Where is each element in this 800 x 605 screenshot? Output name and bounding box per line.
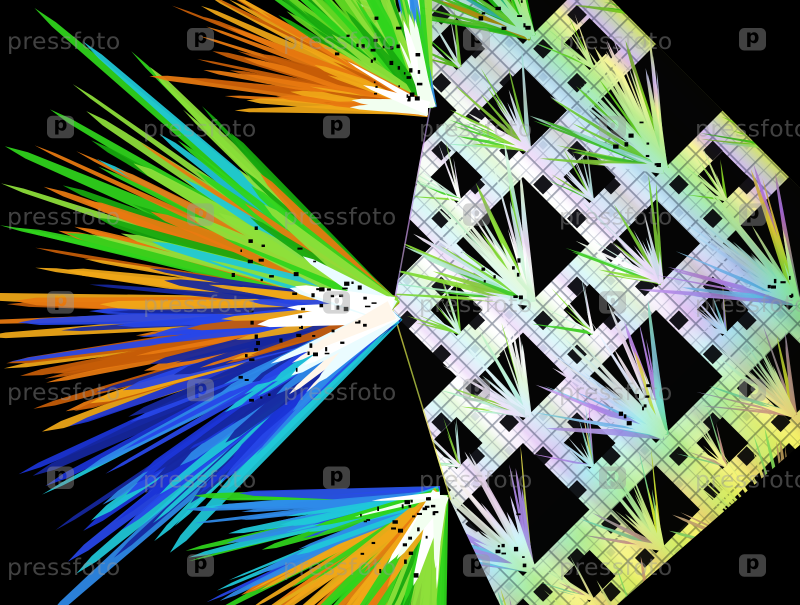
watermark-logo: [323, 291, 350, 314]
watermark-text: pressfoto: [695, 115, 800, 143]
watermark-logo: [187, 203, 214, 226]
top-right-black-corner: [612, 0, 800, 188]
watermark-logo: [187, 28, 214, 51]
watermark-text: pressfoto: [559, 27, 673, 55]
watermark-logo: [323, 466, 350, 489]
watermark-text: pressfoto: [559, 553, 673, 581]
watermark-logo: [463, 378, 490, 402]
watermark-layer: pressfoto pressfoto pressfoto pressfoto pres…: [7, 27, 800, 581]
watermark-logo: [187, 378, 214, 402]
watermark-logo: [463, 203, 490, 226]
watermark-text: pressfoto: [7, 27, 121, 55]
watermark-text: pressfoto: [143, 115, 257, 143]
watermark-logo: [739, 28, 766, 51]
watermark-text: pressfoto: [695, 466, 800, 494]
watermark-text: pressfoto: [419, 290, 533, 318]
watermark-logo: [739, 378, 766, 402]
watermark-text: pressfoto: [283, 27, 397, 55]
bottom-right-black-corner: [617, 445, 800, 605]
watermark-logo: [47, 115, 74, 139]
watermark-logo: [739, 203, 766, 226]
watermark-logo: [599, 466, 626, 489]
watermark-text: pressfoto: [143, 290, 257, 318]
watermark-logo: [463, 554, 490, 577]
watermark-text: pressfoto: [7, 202, 121, 230]
watermark-logo: [599, 291, 626, 314]
watermark-logo: [463, 28, 490, 51]
watermark-logo: [47, 466, 74, 489]
watermark-text: pressfoto: [283, 202, 397, 230]
watermark-logo: [599, 115, 626, 139]
watermark-logo: [187, 554, 214, 577]
watermark-text: pressfoto: [283, 378, 397, 406]
lower-left-burst: [185, 486, 449, 605]
watermark-logo: [739, 554, 766, 577]
watermark-text: pressfoto: [559, 202, 673, 230]
upper-left-burst: [149, 0, 437, 118]
watermark-text: pressfoto: [419, 115, 533, 143]
main-left-burst: [0, 8, 403, 605]
watermark-text: pressfoto: [143, 466, 257, 494]
watermark-text: pressfoto: [419, 466, 533, 494]
watermark-text: pressfoto: [283, 553, 397, 581]
watermark-text: pressfoto: [559, 378, 673, 406]
watermark-logo: [47, 291, 74, 314]
watermark-logo: [323, 115, 350, 139]
watermark-text: pressfoto: [695, 290, 800, 318]
watermark-text: pressfoto: [7, 378, 121, 406]
watermark-text: pressfoto: [7, 553, 121, 581]
